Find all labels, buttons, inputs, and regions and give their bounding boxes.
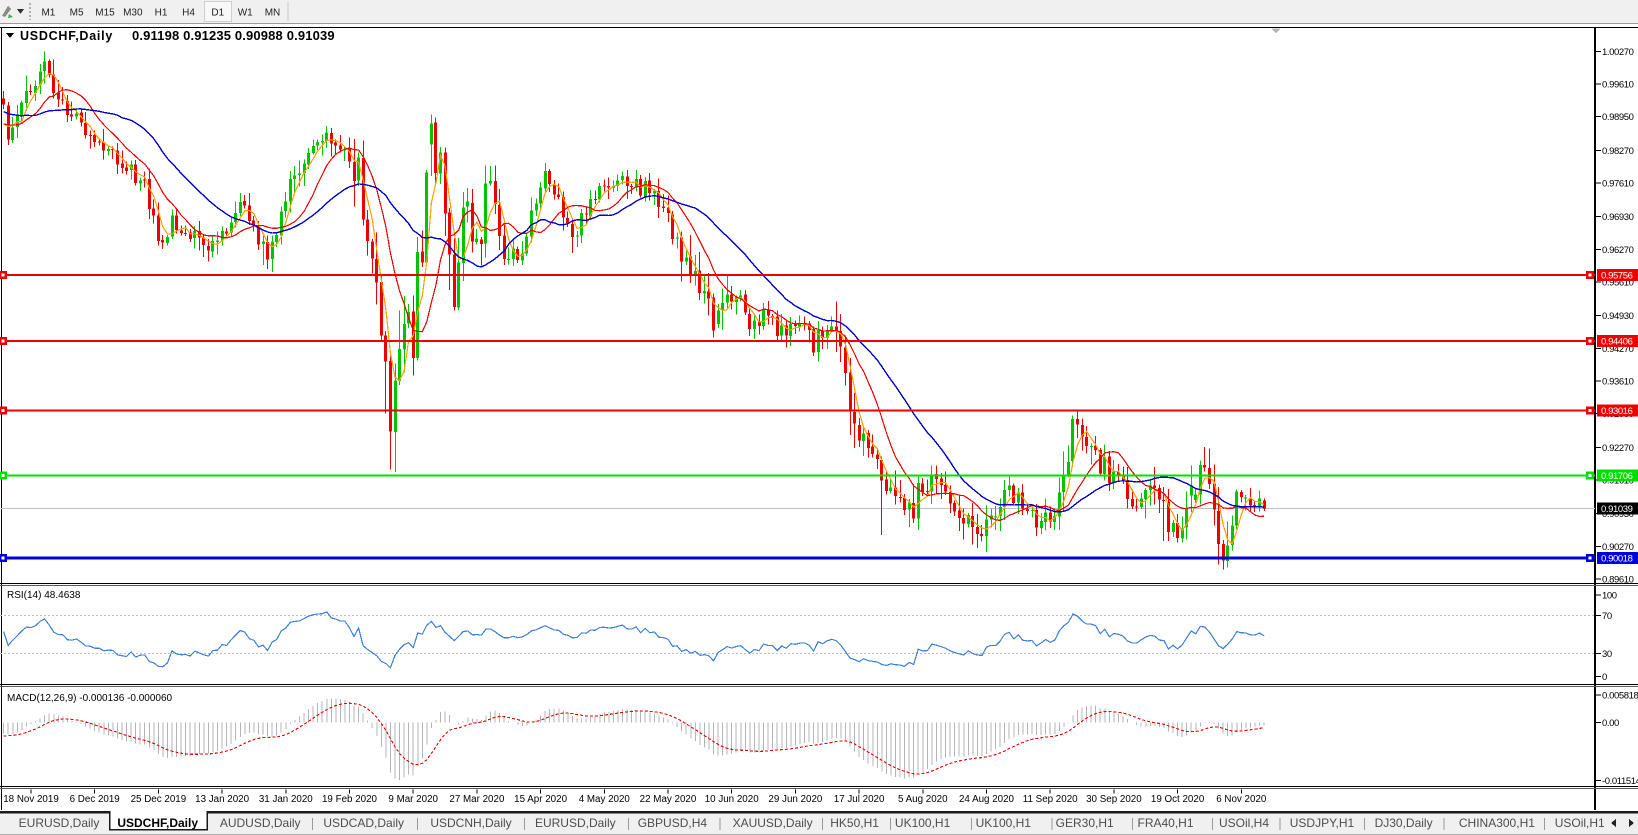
svg-text:0.90018: 0.90018 xyxy=(1601,553,1633,564)
svg-text:H4: H4 xyxy=(182,8,195,19)
svg-text:W1: W1 xyxy=(238,8,253,19)
svg-text:0.99610: 0.99610 xyxy=(1602,80,1634,91)
svg-text:USDCNH,Daily: USDCNH,Daily xyxy=(430,816,511,830)
svg-text:0.90270: 0.90270 xyxy=(1602,542,1634,553)
svg-text:13 Jan 2020: 13 Jan 2020 xyxy=(195,794,249,805)
svg-text:USDCHF,Daily: USDCHF,Daily xyxy=(20,29,113,43)
svg-text:EURUSD,Daily: EURUSD,Daily xyxy=(19,816,100,830)
svg-text:6 Nov 2020: 6 Nov 2020 xyxy=(1216,794,1267,805)
svg-text:0.93016: 0.93016 xyxy=(1601,406,1633,417)
svg-text:19 Feb 2020: 19 Feb 2020 xyxy=(322,794,378,805)
svg-text:USDCAD,Daily: USDCAD,Daily xyxy=(323,816,404,830)
svg-text:22 May 2020: 22 May 2020 xyxy=(640,794,697,805)
svg-text:-0.011514: -0.011514 xyxy=(1602,776,1638,787)
svg-text:0.91706: 0.91706 xyxy=(1601,471,1633,482)
svg-text:0.97610: 0.97610 xyxy=(1602,179,1634,190)
svg-text:FRA40,H1: FRA40,H1 xyxy=(1137,816,1193,830)
svg-text:19 Oct 2020: 19 Oct 2020 xyxy=(1151,794,1205,805)
svg-text:10 Jun 2020: 10 Jun 2020 xyxy=(705,794,759,805)
svg-text:24 Aug 2020: 24 Aug 2020 xyxy=(959,794,1015,805)
svg-text:MN: MN xyxy=(265,8,281,19)
svg-text:30: 30 xyxy=(1602,649,1612,660)
svg-text:29 Jun 2020: 29 Jun 2020 xyxy=(768,794,822,805)
svg-text:0.96270: 0.96270 xyxy=(1602,245,1634,256)
svg-text:UK100,H1: UK100,H1 xyxy=(976,816,1032,830)
svg-text:0.96930: 0.96930 xyxy=(1602,212,1634,223)
svg-text:0.91198 0.91235 0.90988 0.9103: 0.91198 0.91235 0.90988 0.91039 xyxy=(132,28,335,43)
svg-text:USOil,H4: USOil,H4 xyxy=(1219,816,1269,830)
svg-text:100: 100 xyxy=(1602,591,1617,602)
svg-text:M15: M15 xyxy=(95,8,115,19)
svg-text:GER30,H1: GER30,H1 xyxy=(1056,816,1114,830)
svg-text:USDCHF,Daily: USDCHF,Daily xyxy=(117,816,198,830)
svg-text:17 Jul 2020: 17 Jul 2020 xyxy=(834,794,885,805)
svg-text:USOil,H1: USOil,H1 xyxy=(1555,816,1605,830)
svg-text:0.00: 0.00 xyxy=(1602,718,1619,729)
svg-text:UK100,H1: UK100,H1 xyxy=(895,816,951,830)
svg-text:27 Mar 2020: 27 Mar 2020 xyxy=(449,794,505,805)
svg-text:H1: H1 xyxy=(155,8,168,19)
svg-text:DJ30,Daily: DJ30,Daily xyxy=(1375,816,1433,830)
svg-text:4 May 2020: 4 May 2020 xyxy=(579,794,631,805)
svg-text:0.89610: 0.89610 xyxy=(1602,575,1634,586)
svg-text:XAUUSD,Daily: XAUUSD,Daily xyxy=(733,816,813,830)
svg-text:HK50,H1: HK50,H1 xyxy=(830,816,879,830)
svg-text:CHINA300,H1: CHINA300,H1 xyxy=(1459,816,1535,830)
svg-text:M1: M1 xyxy=(41,8,55,19)
svg-text:USDJPY,H1: USDJPY,H1 xyxy=(1290,816,1355,830)
svg-text:6 Dec 2019: 6 Dec 2019 xyxy=(70,794,120,805)
svg-text:0.94930: 0.94930 xyxy=(1602,311,1634,322)
svg-text:0.98950: 0.98950 xyxy=(1602,112,1634,123)
svg-text:0.005818: 0.005818 xyxy=(1602,691,1638,702)
svg-text:0.92270: 0.92270 xyxy=(1602,443,1634,454)
svg-text:M30: M30 xyxy=(123,8,143,19)
svg-text:0.94270: 0.94270 xyxy=(1602,344,1634,355)
svg-text:M5: M5 xyxy=(70,8,84,19)
svg-text:AUDUSD,Daily: AUDUSD,Daily xyxy=(220,816,301,830)
svg-text:5 Aug 2020: 5 Aug 2020 xyxy=(898,794,948,805)
svg-text:11 Sep 2020: 11 Sep 2020 xyxy=(1023,794,1078,805)
svg-text:25 Dec 2019: 25 Dec 2019 xyxy=(131,794,187,805)
svg-text:1.00270: 1.00270 xyxy=(1602,47,1634,58)
svg-text:0.93610: 0.93610 xyxy=(1602,377,1634,388)
svg-text:RSI(14) 48.4638: RSI(14) 48.4638 xyxy=(7,590,81,601)
svg-text:70: 70 xyxy=(1602,611,1612,622)
svg-text:0.98270: 0.98270 xyxy=(1602,146,1634,157)
svg-text:9 Mar 2020: 9 Mar 2020 xyxy=(388,794,438,805)
svg-text:0: 0 xyxy=(1602,672,1607,683)
svg-text:0.94406: 0.94406 xyxy=(1601,336,1633,347)
svg-text:0.95756: 0.95756 xyxy=(1601,271,1633,282)
svg-text:D1: D1 xyxy=(211,8,224,19)
svg-text:MACD(12,26,9) -0.000136 -0.000: MACD(12,26,9) -0.000136 -0.000060 xyxy=(7,693,173,704)
svg-text:15 Apr 2020: 15 Apr 2020 xyxy=(514,794,567,805)
svg-text:31 Jan 2020: 31 Jan 2020 xyxy=(259,794,313,805)
svg-text:EURUSD,Daily: EURUSD,Daily xyxy=(535,816,616,830)
svg-text:0.95610: 0.95610 xyxy=(1602,278,1634,289)
svg-text:18 Nov 2019: 18 Nov 2019 xyxy=(3,794,59,805)
svg-text:GBPUSD,H4: GBPUSD,H4 xyxy=(638,816,708,830)
svg-text:0.91039: 0.91039 xyxy=(1601,504,1633,515)
svg-text:0.90930: 0.90930 xyxy=(1602,509,1634,520)
svg-text:30 Sep 2020: 30 Sep 2020 xyxy=(1086,794,1142,805)
